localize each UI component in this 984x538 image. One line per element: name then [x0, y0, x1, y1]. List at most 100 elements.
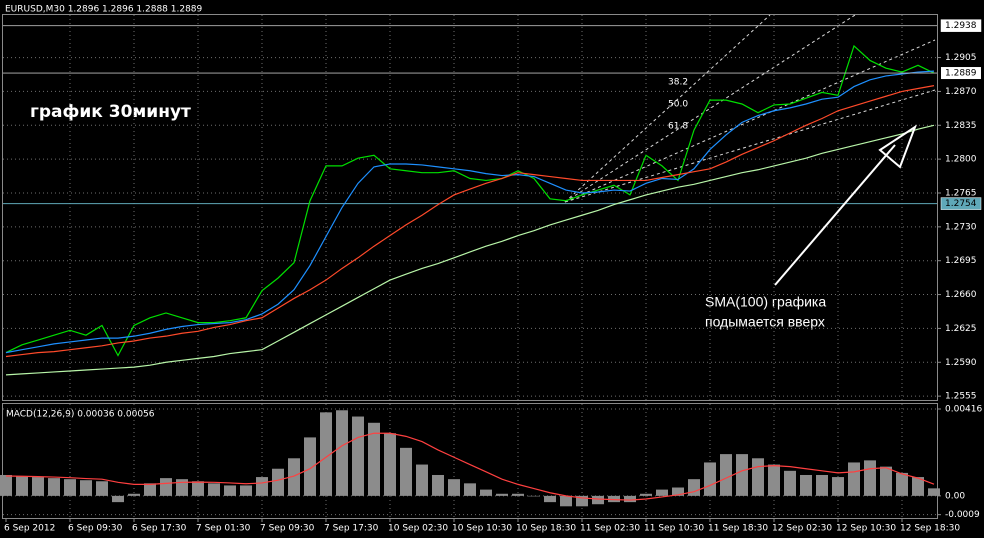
y-tick-label: 1.2695	[945, 256, 977, 266]
histogram-bar	[400, 447, 412, 496]
x-tick-label: 12 Sep 10:30	[836, 524, 896, 534]
x-tick-label: 6 Sep 09:30	[68, 524, 123, 534]
fib-label: 38.2	[668, 78, 688, 88]
histogram-bar	[864, 460, 876, 496]
histogram-bar	[736, 454, 748, 496]
histogram-bar	[560, 495, 572, 507]
histogram-bar	[384, 433, 396, 496]
histogram-bar	[112, 495, 124, 503]
histogram-bar	[288, 458, 300, 496]
level-label: 1.2754	[945, 199, 977, 209]
histogram-bar	[304, 437, 316, 496]
fib-line	[564, 14, 771, 203]
histogram-bar	[80, 480, 92, 496]
histogram-bar	[928, 488, 940, 496]
histogram-bar	[720, 454, 732, 496]
x-tick-label: 10 Sep 02:30	[388, 524, 448, 534]
last-price-box	[941, 67, 981, 80]
histogram-bar	[352, 416, 364, 496]
histogram-bar	[224, 485, 236, 496]
histogram-bar	[368, 422, 380, 496]
annotation: подымается вверх	[705, 314, 825, 330]
x-tick-label: 10 Sep 18:30	[516, 524, 576, 534]
fib-label: 61.8	[668, 122, 688, 132]
x-tick-label: 11 Sep 10:30	[644, 524, 704, 534]
histogram-bar	[576, 495, 588, 507]
moving-average	[5, 85, 935, 358]
histogram-bar	[160, 478, 172, 496]
fib-line	[564, 39, 936, 203]
histogram-bar	[912, 477, 924, 496]
y-tick-label: 1.2730	[945, 222, 977, 232]
histogram-bar	[704, 462, 716, 496]
x-tick-label: 7 Sep 01:30	[196, 524, 251, 534]
y-tick-label: 1.2765	[945, 188, 977, 198]
y-tick-label: 1.2660	[945, 290, 977, 300]
histogram-bar	[816, 474, 828, 496]
histogram-bar	[48, 478, 60, 496]
y-tick-label: -0.0009	[945, 510, 980, 520]
histogram-bar	[528, 495, 540, 497]
macd-panel	[2, 403, 938, 519]
histogram-bar	[544, 495, 556, 503]
arrow-head	[878, 124, 918, 169]
histogram-bar	[176, 479, 188, 496]
y-tick-label: 1.2905	[945, 53, 977, 63]
moving-average	[5, 70, 935, 354]
fib-fan	[564, 14, 936, 203]
histogram-bar	[880, 466, 892, 496]
histogram-bar	[192, 481, 204, 496]
level-box	[940, 19, 982, 32]
last-price-label: 1.2889	[945, 69, 977, 79]
y-tick-label: 1.2590	[945, 358, 977, 368]
histogram-bar	[32, 477, 44, 496]
histogram-bar	[416, 464, 428, 496]
histogram-bar	[320, 412, 332, 496]
histogram-bar	[464, 483, 476, 496]
histogram-bar	[64, 479, 76, 496]
arrow-shaft	[774, 144, 896, 286]
histogram-bar	[240, 485, 252, 496]
price-panel	[2, 14, 938, 401]
level-box	[940, 197, 982, 210]
fib-label: 50.0	[668, 100, 688, 110]
x-tick-label: 10 Sep 10:30	[452, 524, 512, 534]
x-tick-label: 11 Sep 02:30	[580, 524, 640, 534]
histogram-bar	[624, 495, 636, 503]
histogram-bar	[0, 474, 12, 496]
fib-line	[564, 89, 936, 203]
level-label: 1.2938	[945, 21, 977, 31]
histogram-bar	[256, 477, 268, 496]
x-tick-label: 12 Sep 18:30	[900, 524, 960, 534]
x-tick-label: 6 Sep 17:30	[132, 524, 187, 534]
histogram-bar	[128, 493, 140, 496]
signal-line	[5, 432, 935, 501]
histogram-bar	[496, 493, 508, 496]
histogram-bar	[640, 493, 652, 496]
y-tick-label: 1.2800	[945, 155, 977, 165]
annotation: SMA(100) графика	[705, 294, 826, 310]
y-tick-label: 1.2555	[945, 392, 977, 402]
histogram-bar	[896, 472, 908, 496]
histogram-bar	[16, 476, 28, 496]
y-tick-label: 0.00	[945, 491, 965, 501]
plot-layer: 1.2905 1.2870 1.2835 1.2800 1.2765 1.2730 1.26…	[0, 15, 982, 534]
histogram-bar	[848, 462, 860, 496]
x-tick-label: 12 Sep 02:30	[772, 524, 832, 534]
histogram-bar	[800, 474, 812, 496]
histogram-bar	[672, 487, 684, 496]
macd-title: MACD(12,26,9) 0.00036 0.00056	[6, 410, 155, 420]
annotation: график 30минут	[30, 102, 191, 122]
x-tick-label: 6 Sep 2012	[4, 524, 55, 534]
y-tick-label: 1.2835	[945, 121, 977, 131]
moving-average	[5, 124, 935, 376]
x-tick-label: 11 Sep 18:30	[708, 524, 768, 534]
histogram-bar	[208, 483, 220, 496]
histogram-bar	[336, 410, 348, 496]
histogram-bar	[592, 495, 604, 505]
histogram-bar	[832, 477, 844, 496]
price-line	[5, 44, 935, 357]
histogram-bar	[96, 481, 108, 496]
